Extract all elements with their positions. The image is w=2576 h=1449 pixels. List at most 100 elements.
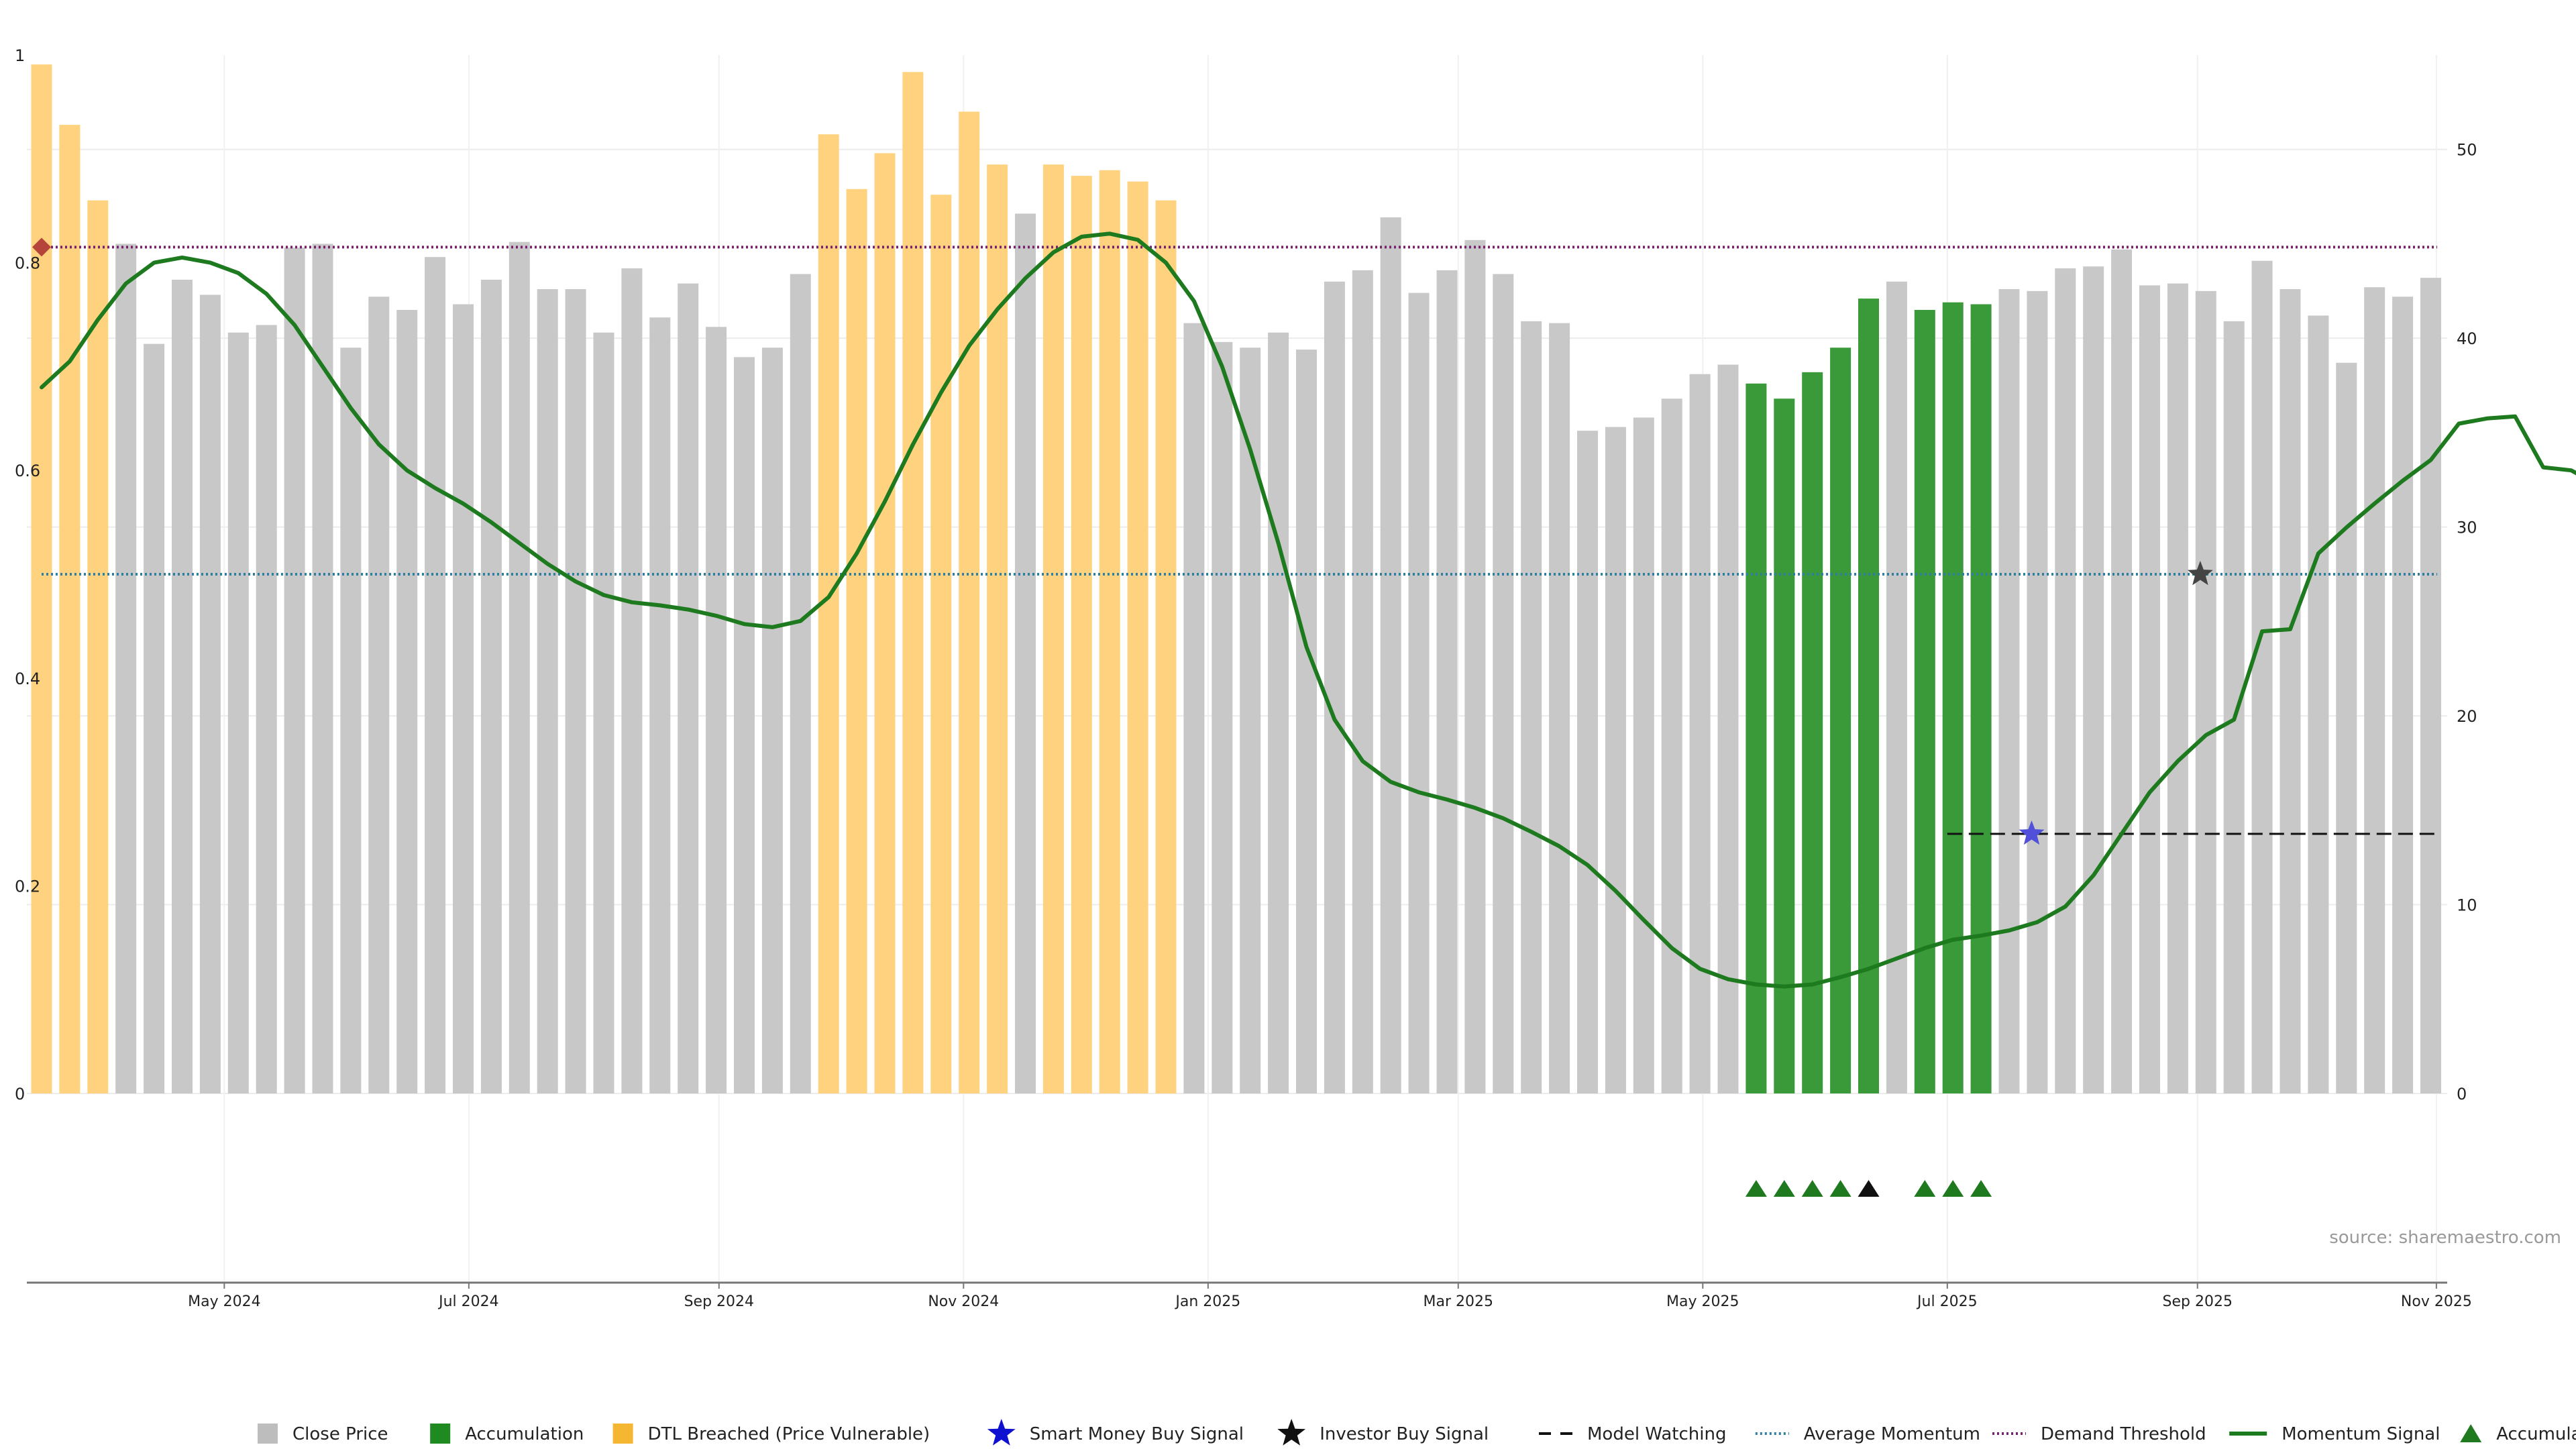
bar-accumulation — [1914, 309, 1935, 1093]
bar-close — [1268, 332, 1289, 1094]
legend-label: Investor Buy Signal — [1320, 1424, 1489, 1444]
bar-close — [537, 289, 558, 1093]
right-axis-tick-label: 10 — [2457, 896, 2477, 915]
x-axis-tick-label: May 2025 — [1666, 1293, 1739, 1310]
bar-close — [2139, 285, 2160, 1094]
legend-swatch — [612, 1424, 633, 1444]
bar-dtl — [902, 72, 924, 1093]
bar-close — [172, 279, 193, 1093]
legend-item: Momentum Signal — [2229, 1424, 2440, 1444]
legend-item: Smart Money Buy Signal — [987, 1419, 1244, 1446]
bar-close — [425, 257, 446, 1093]
bar-close — [256, 325, 277, 1094]
bar-close — [1717, 364, 1739, 1093]
legend-item: Average Momentum — [1755, 1424, 1980, 1444]
accumulation-triangle-icon — [1970, 1180, 1992, 1197]
bar-close — [312, 244, 333, 1093]
x-axis-tick-label: Mar 2025 — [1424, 1293, 1494, 1310]
bar-close — [565, 289, 586, 1093]
bar-close — [1521, 321, 1542, 1093]
bar-close — [1689, 374, 1711, 1093]
bar-close — [2167, 283, 2188, 1093]
x-axis-tick-label: Nov 2025 — [2401, 1293, 2472, 1310]
legend-label: Smart Money Buy Signal — [1030, 1424, 1244, 1444]
legend-item: Close Price — [258, 1424, 388, 1444]
bar-dtl — [1155, 200, 1177, 1094]
legend-label: Accumulation — [465, 1424, 584, 1444]
bar-accumulation — [1942, 302, 1964, 1093]
bar-close — [678, 283, 699, 1093]
bar-close — [734, 357, 755, 1093]
bar-close — [1408, 292, 1430, 1094]
bar-close — [508, 241, 530, 1093]
bar-close — [2111, 249, 2133, 1093]
bar-accumulation — [1746, 383, 1767, 1093]
legend-label: DTL Breached (Price Vulnerable) — [648, 1424, 930, 1444]
bar-dtl — [1127, 181, 1148, 1093]
accumulation-triangle-icon — [1858, 1180, 1880, 1197]
legend-item: Investor Buy Signal — [1277, 1419, 1489, 1446]
bar-close — [1998, 289, 2020, 1093]
demand-diamond-marker — [32, 237, 51, 257]
bar-close — [199, 294, 221, 1093]
bar-close — [1633, 417, 1654, 1093]
bar-close — [649, 317, 671, 1094]
legend-label: Accumulation — [2496, 1424, 2576, 1444]
x-axis-tick-label: Sep 2025 — [2163, 1293, 2233, 1310]
legend-item: DTL Breached (Price Vulnerable) — [612, 1424, 930, 1444]
bar-accumulation — [1802, 372, 1823, 1093]
legend-label: Momentum Signal — [2282, 1424, 2440, 1444]
bar-close — [1493, 274, 1514, 1093]
bar-close — [340, 347, 362, 1093]
bar-dtl — [846, 189, 867, 1093]
bar-close — [706, 327, 727, 1093]
bar-close — [1015, 213, 1036, 1093]
bar-dtl — [1071, 176, 1092, 1094]
left-axis-tick-label: 1 — [15, 46, 25, 65]
legend-swatch — [430, 1424, 451, 1444]
bar-dtl — [59, 125, 80, 1093]
bar-close — [1240, 347, 1261, 1093]
bar-close — [1380, 217, 1401, 1093]
bar-close — [284, 248, 305, 1094]
legend-label: Average Momentum — [1804, 1424, 1980, 1444]
bar-close — [2027, 290, 2048, 1094]
right-axis-tick-label: 50 — [2457, 141, 2477, 160]
smart-money-star-icon — [2019, 820, 2045, 845]
accumulation-triangle-icon — [1829, 1180, 1851, 1197]
bar-accumulation — [1830, 347, 1851, 1093]
bar-dtl — [1042, 164, 1064, 1093]
investor-star-icon — [2187, 561, 2213, 586]
left-axis-tick-label: 0.6 — [15, 462, 40, 480]
legend-layer: Close Price Accumulation DTL Breached (Pri… — [258, 1419, 2576, 1446]
bar-close — [1436, 270, 1458, 1094]
bar-close — [1352, 270, 1373, 1094]
bar-close — [2223, 321, 2245, 1093]
bar-dtl — [874, 153, 896, 1094]
bar-close — [1886, 281, 1907, 1093]
accumulation-triangle-icon — [1942, 1180, 1964, 1197]
x-axis-tick-label: May 2024 — [188, 1293, 260, 1310]
bar-accumulation — [1858, 299, 1879, 1093]
bar-close — [1212, 341, 1233, 1093]
lines-layer — [40, 231, 2576, 989]
bar-close — [2195, 290, 2216, 1094]
bar-dtl — [87, 200, 109, 1094]
legend-item: Demand Threshold — [1992, 1424, 2206, 1444]
left-axis-tick-label: 0 — [15, 1085, 25, 1104]
source-label: source: sharemaestro.com — [2329, 1228, 2561, 1248]
bar-close — [2308, 315, 2329, 1094]
bar-close — [368, 297, 390, 1093]
legend-label: Demand Threshold — [2041, 1424, 2206, 1444]
bar-dtl — [31, 64, 52, 1093]
bar-close — [1324, 281, 1345, 1093]
legend-label: Close Price — [292, 1424, 388, 1444]
right-axis-tick-label: 30 — [2457, 519, 2477, 537]
bar-close — [1549, 323, 1570, 1093]
bar-accumulation — [1970, 304, 1992, 1093]
accumulation-triangle-icon — [1773, 1180, 1795, 1197]
bar-close — [2420, 278, 2441, 1094]
bar-close — [790, 274, 811, 1093]
bar-close — [2251, 260, 2273, 1094]
